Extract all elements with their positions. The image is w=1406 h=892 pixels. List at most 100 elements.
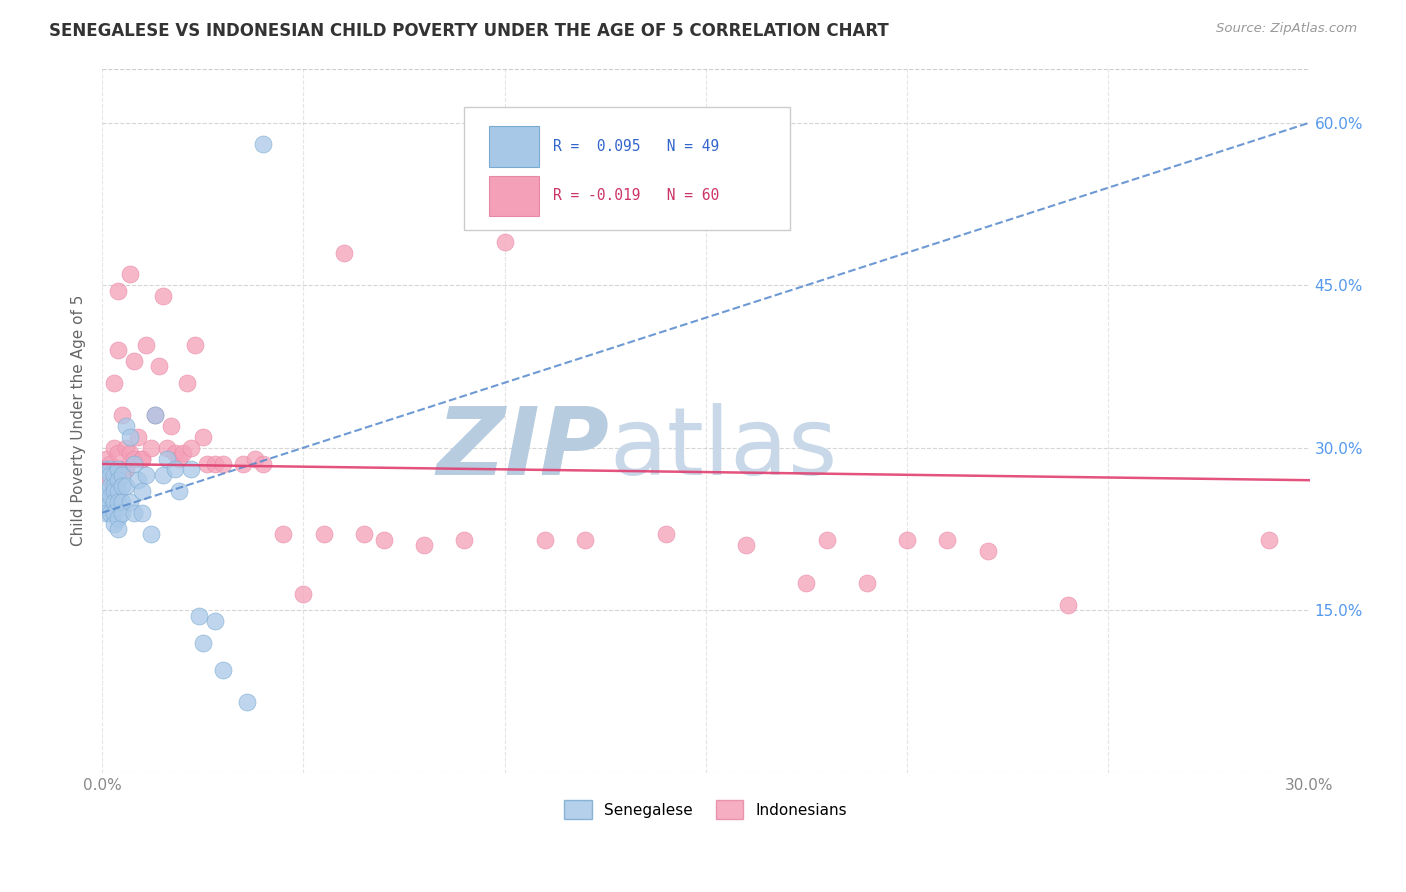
Point — [735, 538, 758, 552]
Point — [98, 467, 121, 482]
Point — [896, 533, 918, 547]
Point — [796, 576, 818, 591]
Point — [232, 457, 254, 471]
Point — [98, 478, 121, 492]
Point — [494, 235, 516, 249]
Point — [1057, 598, 1080, 612]
Point — [107, 462, 129, 476]
Point — [131, 451, 153, 466]
Point — [120, 268, 142, 282]
Point — [111, 495, 134, 509]
Point — [654, 527, 676, 541]
Point — [107, 343, 129, 358]
Point — [107, 446, 129, 460]
Y-axis label: Child Poverty Under the Age of 5: Child Poverty Under the Age of 5 — [72, 295, 86, 546]
Point — [172, 446, 194, 460]
Point — [353, 527, 375, 541]
Point — [103, 516, 125, 531]
Point — [163, 446, 186, 460]
Point — [143, 408, 166, 422]
Point — [236, 695, 259, 709]
Point — [176, 376, 198, 390]
Point — [115, 441, 138, 455]
Point — [124, 506, 146, 520]
Point — [124, 457, 146, 471]
Point — [167, 451, 190, 466]
Text: R =  0.095   N = 49: R = 0.095 N = 49 — [553, 139, 718, 154]
Point — [534, 533, 557, 547]
Text: Source: ZipAtlas.com: Source: ZipAtlas.com — [1216, 22, 1357, 36]
Point — [131, 506, 153, 520]
Point — [815, 533, 838, 547]
Point — [96, 500, 118, 515]
Point — [103, 484, 125, 499]
Point — [191, 430, 214, 444]
Legend: Senegalese, Indonesians: Senegalese, Indonesians — [558, 794, 853, 825]
Point — [212, 663, 235, 677]
Point — [96, 506, 118, 520]
Point — [98, 490, 121, 504]
Point — [204, 614, 226, 628]
FancyBboxPatch shape — [464, 107, 790, 230]
Point — [131, 451, 153, 466]
Point — [96, 495, 118, 509]
Point — [191, 636, 214, 650]
Point — [103, 506, 125, 520]
Point — [120, 495, 142, 509]
Point — [143, 408, 166, 422]
Text: atlas: atlas — [609, 403, 838, 495]
Point — [107, 511, 129, 525]
Point — [155, 441, 177, 455]
Point — [120, 430, 142, 444]
Point — [96, 484, 118, 499]
Point — [124, 354, 146, 368]
Point — [180, 441, 202, 455]
Point — [271, 527, 294, 541]
Point — [111, 462, 134, 476]
Point — [152, 467, 174, 482]
Point — [111, 478, 134, 492]
Point — [107, 495, 129, 509]
Point — [180, 462, 202, 476]
Point — [187, 608, 209, 623]
Point — [332, 245, 354, 260]
Point — [103, 376, 125, 390]
Point — [103, 441, 125, 455]
Point — [103, 478, 125, 492]
Point — [413, 538, 436, 552]
Point — [252, 457, 274, 471]
Point — [124, 451, 146, 466]
Point — [195, 457, 218, 471]
Point — [111, 506, 134, 520]
Point — [98, 462, 121, 476]
Point — [131, 484, 153, 499]
Point — [292, 587, 315, 601]
Point — [148, 359, 170, 374]
Point — [127, 473, 149, 487]
Point — [373, 533, 395, 547]
Point — [103, 467, 125, 482]
FancyBboxPatch shape — [488, 127, 540, 167]
Point — [115, 462, 138, 476]
Point — [111, 408, 134, 422]
Point — [120, 446, 142, 460]
Point — [574, 533, 596, 547]
Point — [856, 576, 879, 591]
Point — [127, 430, 149, 444]
Point — [98, 457, 121, 471]
Text: ZIP: ZIP — [436, 403, 609, 495]
Point — [184, 338, 207, 352]
Point — [139, 527, 162, 541]
Point — [135, 467, 157, 482]
Point — [453, 533, 475, 547]
Point — [103, 495, 125, 509]
Point — [1258, 533, 1281, 547]
Point — [115, 419, 138, 434]
Point — [111, 467, 134, 482]
Text: SENEGALESE VS INDONESIAN CHILD POVERTY UNDER THE AGE OF 5 CORRELATION CHART: SENEGALESE VS INDONESIAN CHILD POVERTY U… — [49, 22, 889, 40]
Point — [107, 484, 129, 499]
FancyBboxPatch shape — [488, 176, 540, 217]
Point — [96, 462, 118, 476]
Point — [936, 533, 959, 547]
Point — [204, 457, 226, 471]
